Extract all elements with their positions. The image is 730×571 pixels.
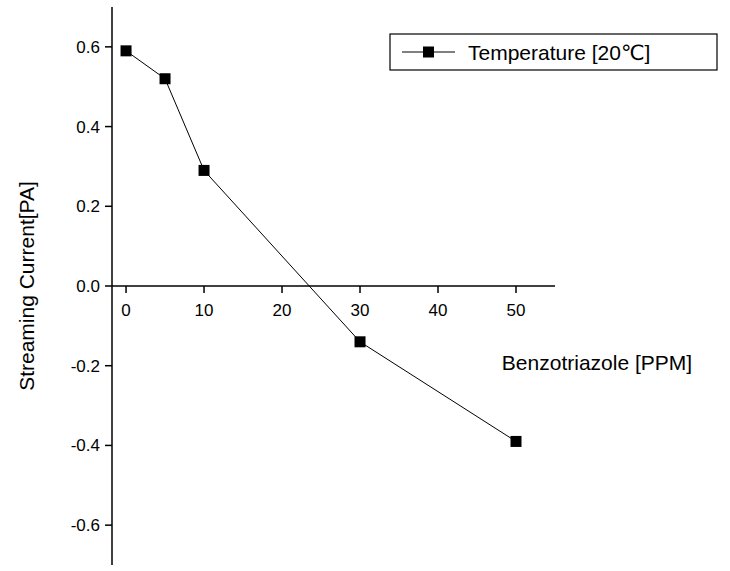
legend-label: Temperature [20℃] [468,41,650,64]
y-tick-label: 0.0 [76,277,100,296]
y-tick-label: -0.4 [71,436,100,455]
x-tick [125,286,127,293]
x-tick-label: 20 [273,301,292,320]
y-tick-label: 0.4 [76,118,100,137]
x-tick [203,286,205,293]
x-tick-label: 50 [507,301,526,320]
data-point [160,73,171,84]
x-tick-label: 0 [121,301,130,320]
y-tick [105,46,112,48]
x-tick [281,286,283,293]
x-tick [359,286,361,293]
chart-root: -0.6 -0.4 -0.2 0.0 0.2 0.4 0.6 0 10 20 30 40 50 Benzo… [0,0,730,571]
legend-marker [423,47,434,58]
data-point [355,336,366,347]
plot-area [121,45,522,447]
x-axis-line [112,285,555,287]
x-tick [437,286,439,293]
chart: -0.6 -0.4 -0.2 0.0 0.2 0.4 0.6 0 10 20 30 40 50 Benzo… [0,0,730,571]
y-tick-label: -0.6 [71,516,100,535]
y-axis-label: Streaming Current[PA] [15,181,38,391]
y-tick [105,126,112,128]
series-line [126,51,516,442]
y-tick [105,524,112,526]
x-tick-label: 30 [351,301,370,320]
data-point [511,436,522,447]
x-tick [515,286,517,293]
y-tick [105,445,112,447]
y-tick [105,206,112,208]
x-axis-label: Benzotriazole [PPM] [502,351,692,374]
data-point [199,165,210,176]
data-point [121,45,132,56]
x-tick-label: 10 [195,301,214,320]
y-tick [105,365,112,367]
y-tick-label: 0.6 [76,38,100,57]
legend-box [390,34,717,70]
y-tick [105,285,112,287]
x-tick-label: 40 [429,301,448,320]
legend: Temperature [20℃] [390,34,717,70]
y-tick-label: 0.2 [76,197,100,216]
y-tick-label: -0.2 [71,357,100,376]
